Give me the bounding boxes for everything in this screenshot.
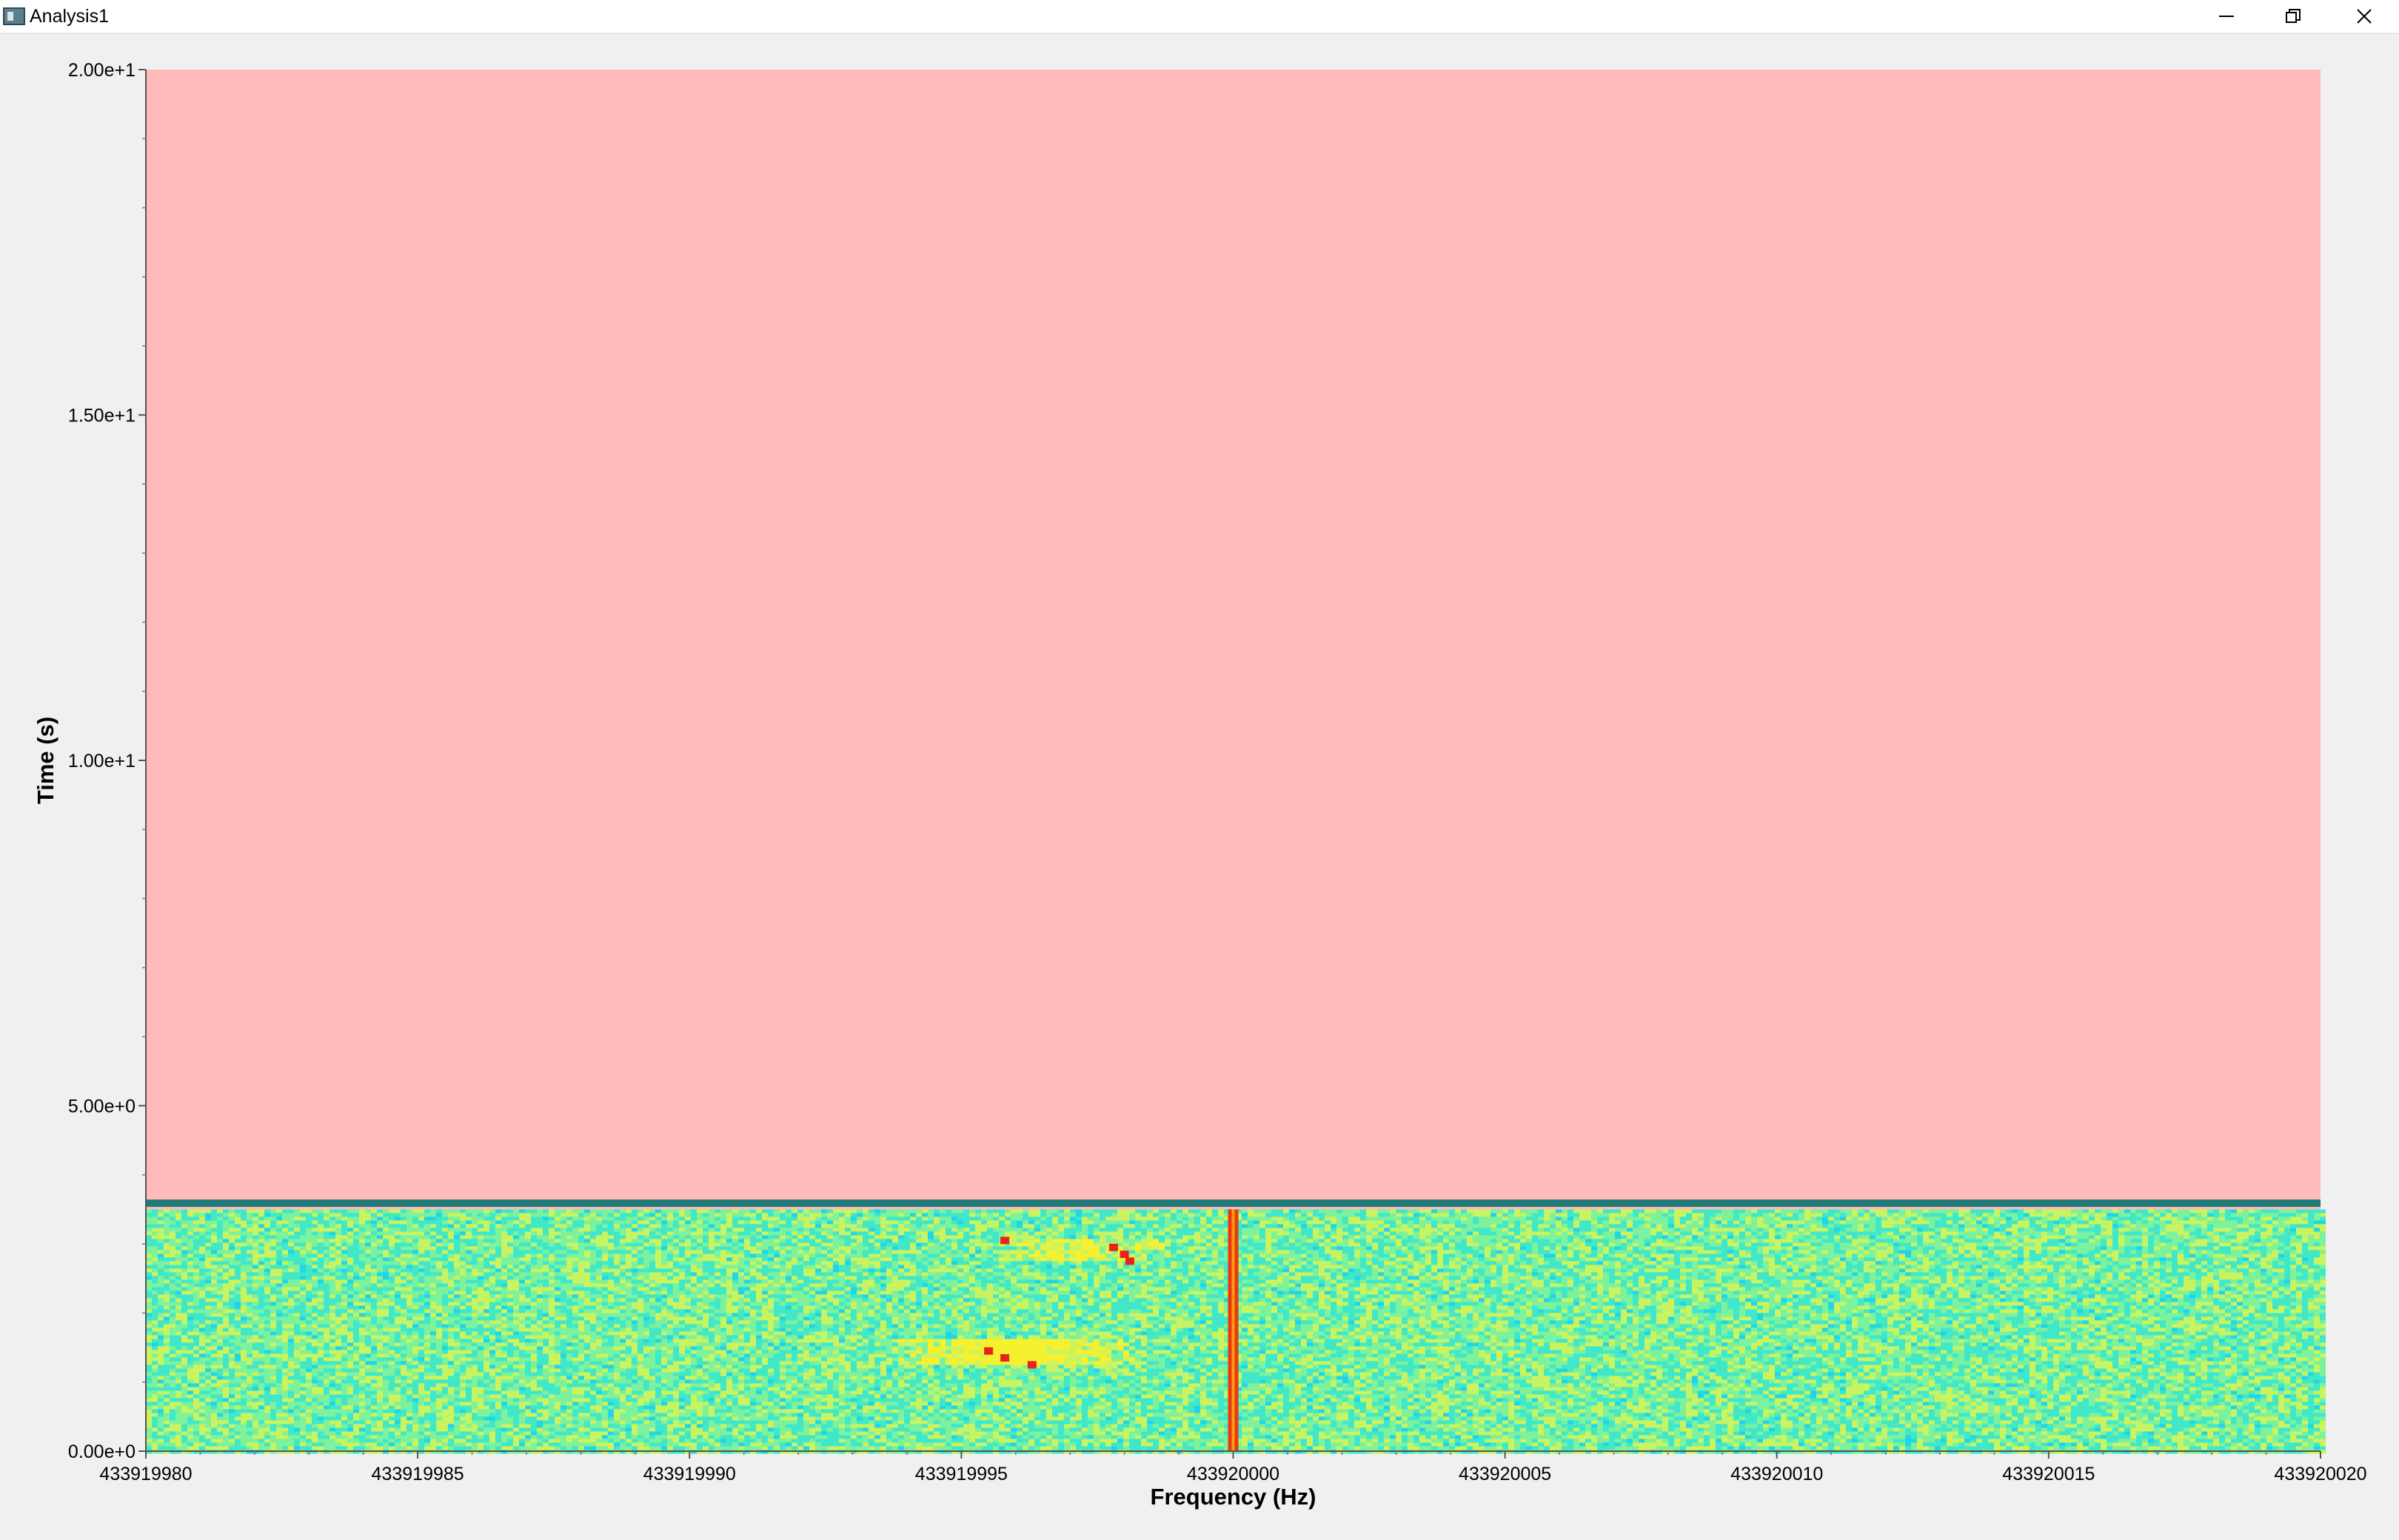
y-tick-label: 0.00e+0 [68,1442,135,1462]
x-tick-label: 433920005 [1459,1464,1551,1484]
signal-hotspot [1000,1354,1009,1362]
y-tick-label: 1.50e+1 [68,406,135,426]
signal-hotspot [984,1348,993,1355]
x-tick-label: 433920015 [2002,1464,2095,1484]
signal-hotspot [1000,1236,1009,1244]
x-tick-label: 433919990 [643,1464,736,1484]
x-tick-label: 433920010 [1730,1464,1823,1484]
current-time-marker [146,1199,2321,1207]
x-tick-label: 433920020 [2274,1464,2366,1484]
signal-hotspot [1120,1251,1129,1258]
carrier-core [1232,1209,1235,1451]
x-axis-title: Frequency (Hz) [1151,1484,1316,1510]
y-tick-label: 1.00e+1 [68,751,135,771]
x-tick-label: 433920000 [1187,1464,1279,1484]
x-tick-label: 433919985 [372,1464,464,1484]
y-axis-title: Time (s) [33,717,58,804]
y-tick-label: 2.00e+1 [68,60,135,81]
signal-hotspot [1028,1361,1037,1368]
signal-hotspot [1109,1244,1118,1251]
x-tick-label: 433919980 [99,1464,192,1484]
y-tick-label: 5.00e+0 [68,1097,135,1117]
x-tick-label: 433919995 [915,1464,1008,1484]
signal-hotspot [1125,1257,1134,1265]
